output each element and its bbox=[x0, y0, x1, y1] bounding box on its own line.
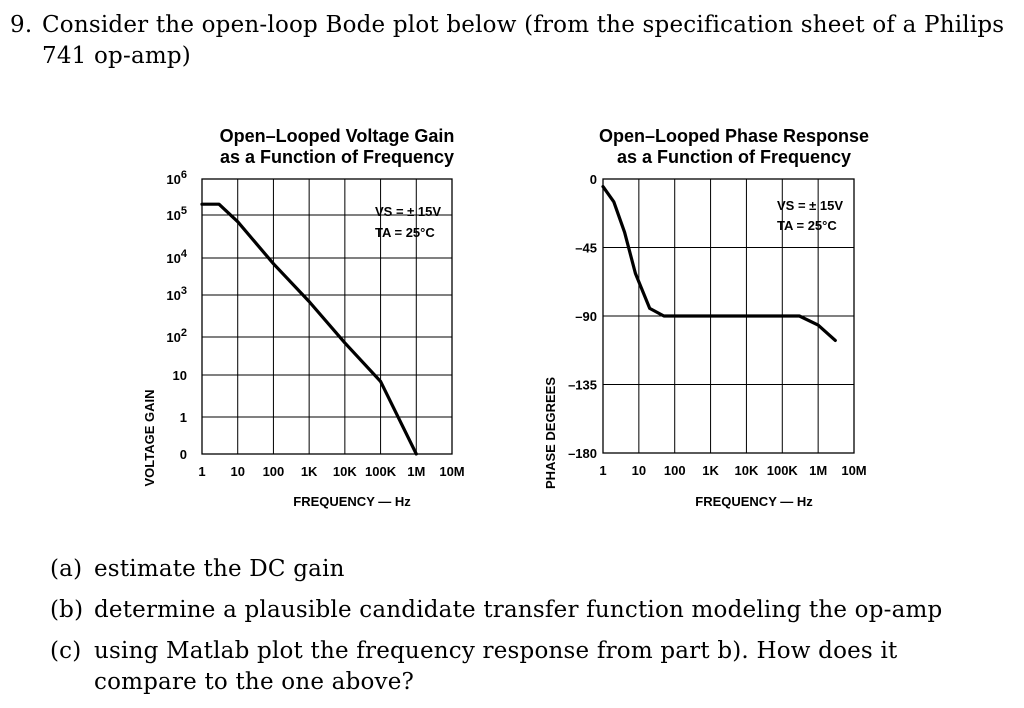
gain-annotation-vs: VS = ± 15V bbox=[375, 204, 441, 219]
part-c: (c) using Matlab plot the frequency resp… bbox=[50, 636, 1000, 698]
phase-y-tick-label: 0 bbox=[590, 172, 597, 187]
gain-plot-frame bbox=[201, 178, 453, 455]
phase-chart-subtitle: as a Function of Frequency bbox=[617, 147, 851, 167]
phase-x-tick-label: 10K bbox=[734, 463, 758, 478]
gain-y-tick-label: 106 bbox=[166, 169, 187, 187]
gain-chart-ylabel: VOLTAGE GAIN bbox=[142, 389, 157, 486]
phase-annotation-ta: TA = 25°C bbox=[777, 218, 837, 233]
phase-annotation-vs: VS = ± 15V bbox=[777, 198, 843, 213]
phase-chart-ylabel: PHASE DEGREES bbox=[543, 377, 558, 489]
phase-y-tick-label: –90 bbox=[575, 309, 597, 324]
gain-chart-xlabel: FREQUENCY — Hz bbox=[293, 494, 411, 509]
gain-curve bbox=[200, 202, 418, 456]
gain-x-tick-label: 10K bbox=[333, 464, 357, 479]
gain-x-tick-label: 100K bbox=[365, 464, 397, 479]
part-b-label: (b) bbox=[50, 597, 84, 623]
gain-x-tick-label: 10M bbox=[439, 464, 464, 479]
part-b-text: determine a plausible candidate transfer… bbox=[94, 597, 943, 623]
gain-chart: Open–Looped Voltage Gain as a Function o… bbox=[130, 120, 510, 525]
question-parts: (a) estimate the DC gain (b) determine a… bbox=[50, 554, 1000, 708]
gain-y-tick-label: 102 bbox=[166, 327, 187, 345]
part-a-label: (a) bbox=[50, 556, 83, 582]
part-c-text: using Matlab plot the frequency response… bbox=[94, 638, 898, 695]
phase-chart-title: Open–Looped Phase Response bbox=[599, 126, 869, 146]
gain-y-tick-label: 1 bbox=[180, 410, 187, 425]
phase-curve bbox=[601, 185, 837, 342]
part-a-text: estimate the DC gain bbox=[94, 556, 345, 582]
gain-chart-title: Open–Looped Voltage Gain bbox=[220, 126, 455, 146]
phase-x-tick-label: 100 bbox=[664, 463, 686, 478]
phase-plot-frame bbox=[602, 178, 855, 454]
phase-x-tick-label: 10M bbox=[841, 463, 866, 478]
gain-chart-subtitle: as a Function of Frequency bbox=[220, 147, 454, 167]
question-text: Consider the open-loop Bode plot below (… bbox=[42, 12, 1005, 69]
gain-y-tick-label: 0 bbox=[180, 447, 187, 462]
phase-chart: Open–Looped Phase Response as a Function… bbox=[535, 120, 915, 525]
gain-x-tick-label: 1M bbox=[407, 464, 425, 479]
gain-x-tick-label: 1 bbox=[198, 464, 205, 479]
phase-chart-svg: Open–Looped Phase Response as a Function… bbox=[543, 126, 869, 509]
phase-x-tick-label: 10 bbox=[632, 463, 646, 478]
question: 9. Consider the open-loop Bode plot belo… bbox=[10, 10, 1010, 72]
phase-y-tick-label: –45 bbox=[575, 241, 597, 256]
gain-y-tick-label: 103 bbox=[166, 285, 187, 303]
part-a: (a) estimate the DC gain bbox=[50, 554, 1000, 585]
phase-x-tick-label: 1M bbox=[809, 463, 827, 478]
phase-x-tick-label: 1K bbox=[702, 463, 719, 478]
phase-x-tick-label: 1 bbox=[599, 463, 606, 478]
gain-y-tick-label: 105 bbox=[166, 205, 187, 223]
phase-chart-xlabel: FREQUENCY — Hz bbox=[695, 494, 813, 509]
gain-chart-svg: Open–Looped Voltage Gain as a Function o… bbox=[142, 126, 465, 509]
phase-x-tick-label: 100K bbox=[767, 463, 799, 478]
gain-annotation-ta: TA = 25°C bbox=[375, 225, 435, 240]
phase-y-tick-label: –180 bbox=[568, 446, 597, 461]
gain-y-tick-label: 104 bbox=[166, 248, 187, 266]
part-b: (b) determine a plausible candidate tran… bbox=[50, 595, 1000, 626]
phase-y-tick-label: –135 bbox=[568, 378, 597, 393]
gain-x-tick-label: 100 bbox=[263, 464, 285, 479]
gain-y-tick-label: 10 bbox=[173, 368, 187, 383]
gain-x-tick-label: 1K bbox=[301, 464, 318, 479]
part-c-label: (c) bbox=[50, 638, 82, 664]
question-number: 9. bbox=[10, 12, 33, 38]
gain-x-tick-label: 10 bbox=[230, 464, 244, 479]
